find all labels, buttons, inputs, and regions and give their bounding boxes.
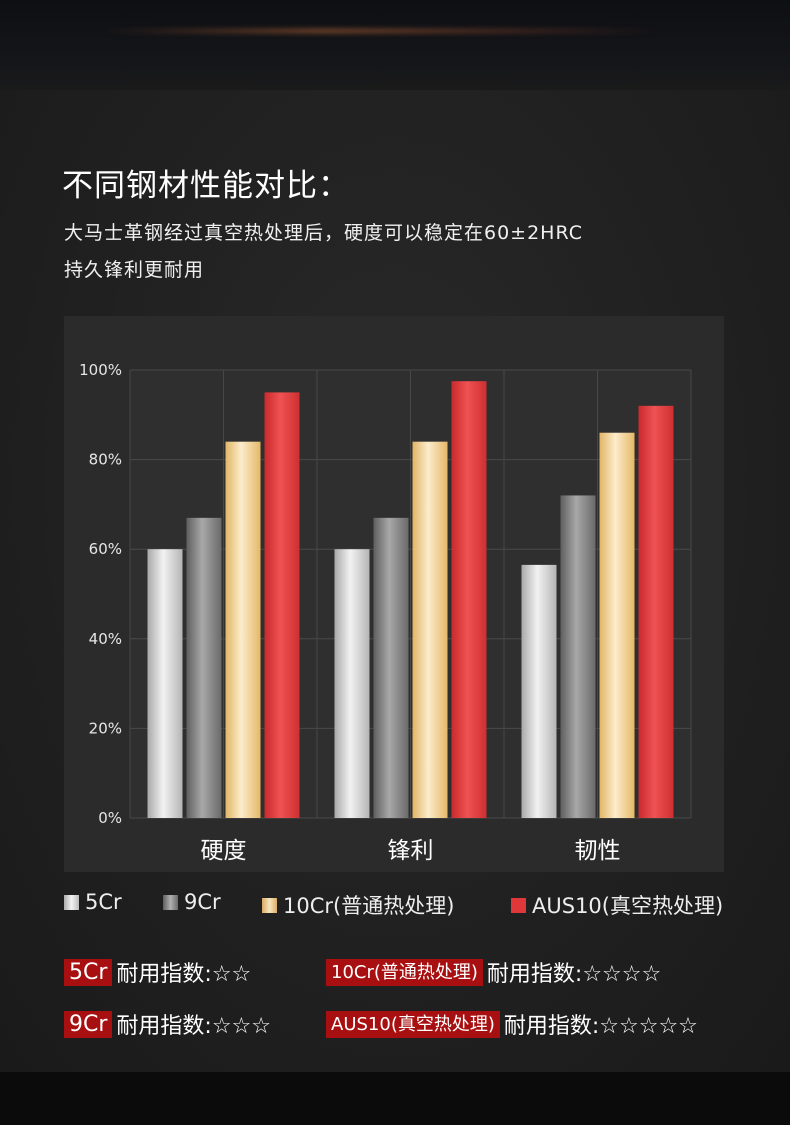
x-category-label: 硬度 [201,838,247,864]
bar-5cr-3 [521,564,557,818]
bar-10cr-3 [599,432,635,818]
legend-label: 5Cr [85,890,122,914]
bar-9cr-3 [560,495,596,818]
bar-aus10-1 [264,392,300,818]
rating-tag: AUS10(真空热处理) [326,1010,500,1038]
chart-legend: 5Cr 9Cr 10Cr(普通热处理) AUS10(真空热处理) [64,890,784,924]
steel-performance-chart: 100% 80% 60% 40% 20% 0% 硬度 锋利 韧性 [64,316,724,872]
top-banner [0,0,790,90]
y-tick-label: 60% [89,540,122,558]
page-title: 不同钢材性能对比： [62,168,350,204]
rating-9cr: 9Cr 耐用指数:☆☆☆ [64,1008,271,1040]
chart-bars [147,381,674,818]
rating-5cr: 5Cr 耐用指数:☆☆ [64,956,251,988]
rating-10cr: 10Cr(普通热处理) 耐用指数:☆☆☆☆ [326,956,661,988]
legend-label: AUS10(真空热处理) [532,894,724,918]
rating-text: 耐用指数:☆☆☆☆ [486,962,662,987]
y-tick-label: 40% [89,630,122,648]
description-line-1: 大马士革钢经过真空热处理后，硬度可以稳定在60±2HRC [64,222,583,244]
legend-item-10cr: 10Cr(普通热处理) [262,890,454,920]
legend-item-5cr: 5Cr [64,890,122,914]
rating-text: 耐用指数:☆☆☆☆☆ [503,1014,698,1039]
bar-aus10-2 [451,381,487,818]
y-tick-label: 80% [89,451,122,469]
legend-item-9cr: 9Cr [163,890,221,914]
legend-label: 10Cr(普通热处理) [283,894,455,918]
y-tick-label: 100% [79,361,122,379]
x-category-label: 锋利 [388,838,434,864]
bar-9cr-1 [186,517,222,818]
chart-labels: 100% 80% 60% 40% 20% 0% 硬度 锋利 韧性 [79,361,620,864]
rating-tag: 5Cr [64,958,113,986]
rating-tag: 9Cr [64,1010,113,1038]
description-line-2: 持久锋利更耐用 [64,259,205,281]
legend-swatch [511,897,526,913]
bar-5cr-1 [147,549,183,818]
rating-aus10: AUS10(真空热处理) 耐用指数:☆☆☆☆☆ [326,1008,698,1040]
x-category-label: 韧性 [575,838,621,864]
decorative-streak [100,28,660,34]
bottom-banner [0,1072,790,1125]
bar-10cr-2 [412,441,448,818]
bar-10cr-1 [225,441,261,818]
legend-swatch [64,894,79,910]
rating-text: 耐用指数:☆☆ [116,962,252,987]
bar-5cr-2 [334,549,370,818]
legend-item-aus10: AUS10(真空热处理) [511,890,723,920]
rating-text: 耐用指数:☆☆☆ [116,1014,271,1039]
chart-canvas: 100% 80% 60% 40% 20% 0% 硬度 锋利 韧性 [79,361,692,864]
legend-label: 9Cr [184,890,221,914]
bar-aus10-3 [638,405,674,818]
legend-swatch [163,894,178,910]
rating-tag: 10Cr(普通热处理) [326,958,483,986]
bar-9cr-2 [373,517,409,818]
y-tick-label: 20% [89,719,122,737]
chart-grid [129,369,692,819]
legend-swatch [262,897,277,913]
y-tick-label: 0% [98,809,122,827]
